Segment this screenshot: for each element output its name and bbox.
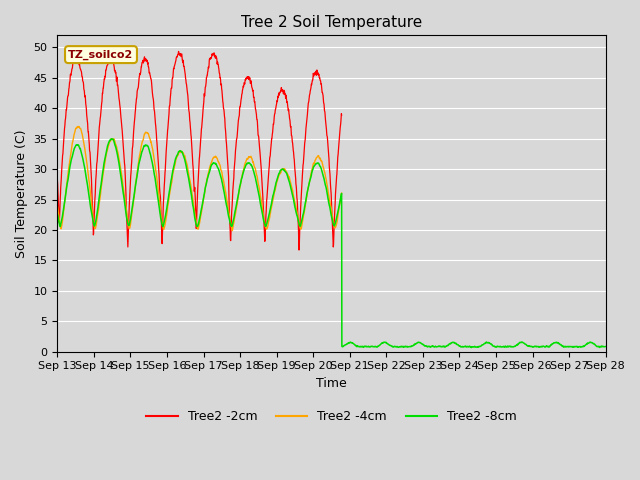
Tree2 -8cm [594,344,602,349]
Line: Tree2 -2cm: Tree2 -2cm [58,51,342,250]
Tree2 -4cm [54,204,61,209]
Tree2 -8cm [54,212,61,217]
Tree2 -8cm [365,343,372,349]
Tree2 -2cm [54,178,61,183]
Line: Tree2 -4cm: Tree2 -4cm [58,126,342,230]
Tree2 -8cm [109,136,116,142]
Tree2 -8cm [227,222,234,228]
Tree2 -4cm [227,219,234,225]
Tree2 -8cm [108,136,115,142]
Line: Tree2 -8cm: Tree2 -8cm [58,139,605,348]
Tree2 -2cm [108,58,116,64]
Text: TZ_soilco2: TZ_soilco2 [68,49,134,60]
Tree2 -2cm [227,237,234,243]
Tree2 -8cm [596,345,604,350]
Tree2 -8cm [602,344,609,349]
Tree2 -4cm [108,137,116,143]
Tree2 -8cm [497,344,504,349]
Title: Tree 2 Soil Temperature: Tree 2 Soil Temperature [241,15,422,30]
Legend: Tree2 -2cm, Tree2 -4cm, Tree2 -8cm: Tree2 -2cm, Tree2 -4cm, Tree2 -8cm [141,405,522,428]
Tree2 -8cm [528,343,536,349]
X-axis label: Time: Time [316,377,347,390]
Y-axis label: Soil Temperature (C): Soil Temperature (C) [15,129,28,258]
